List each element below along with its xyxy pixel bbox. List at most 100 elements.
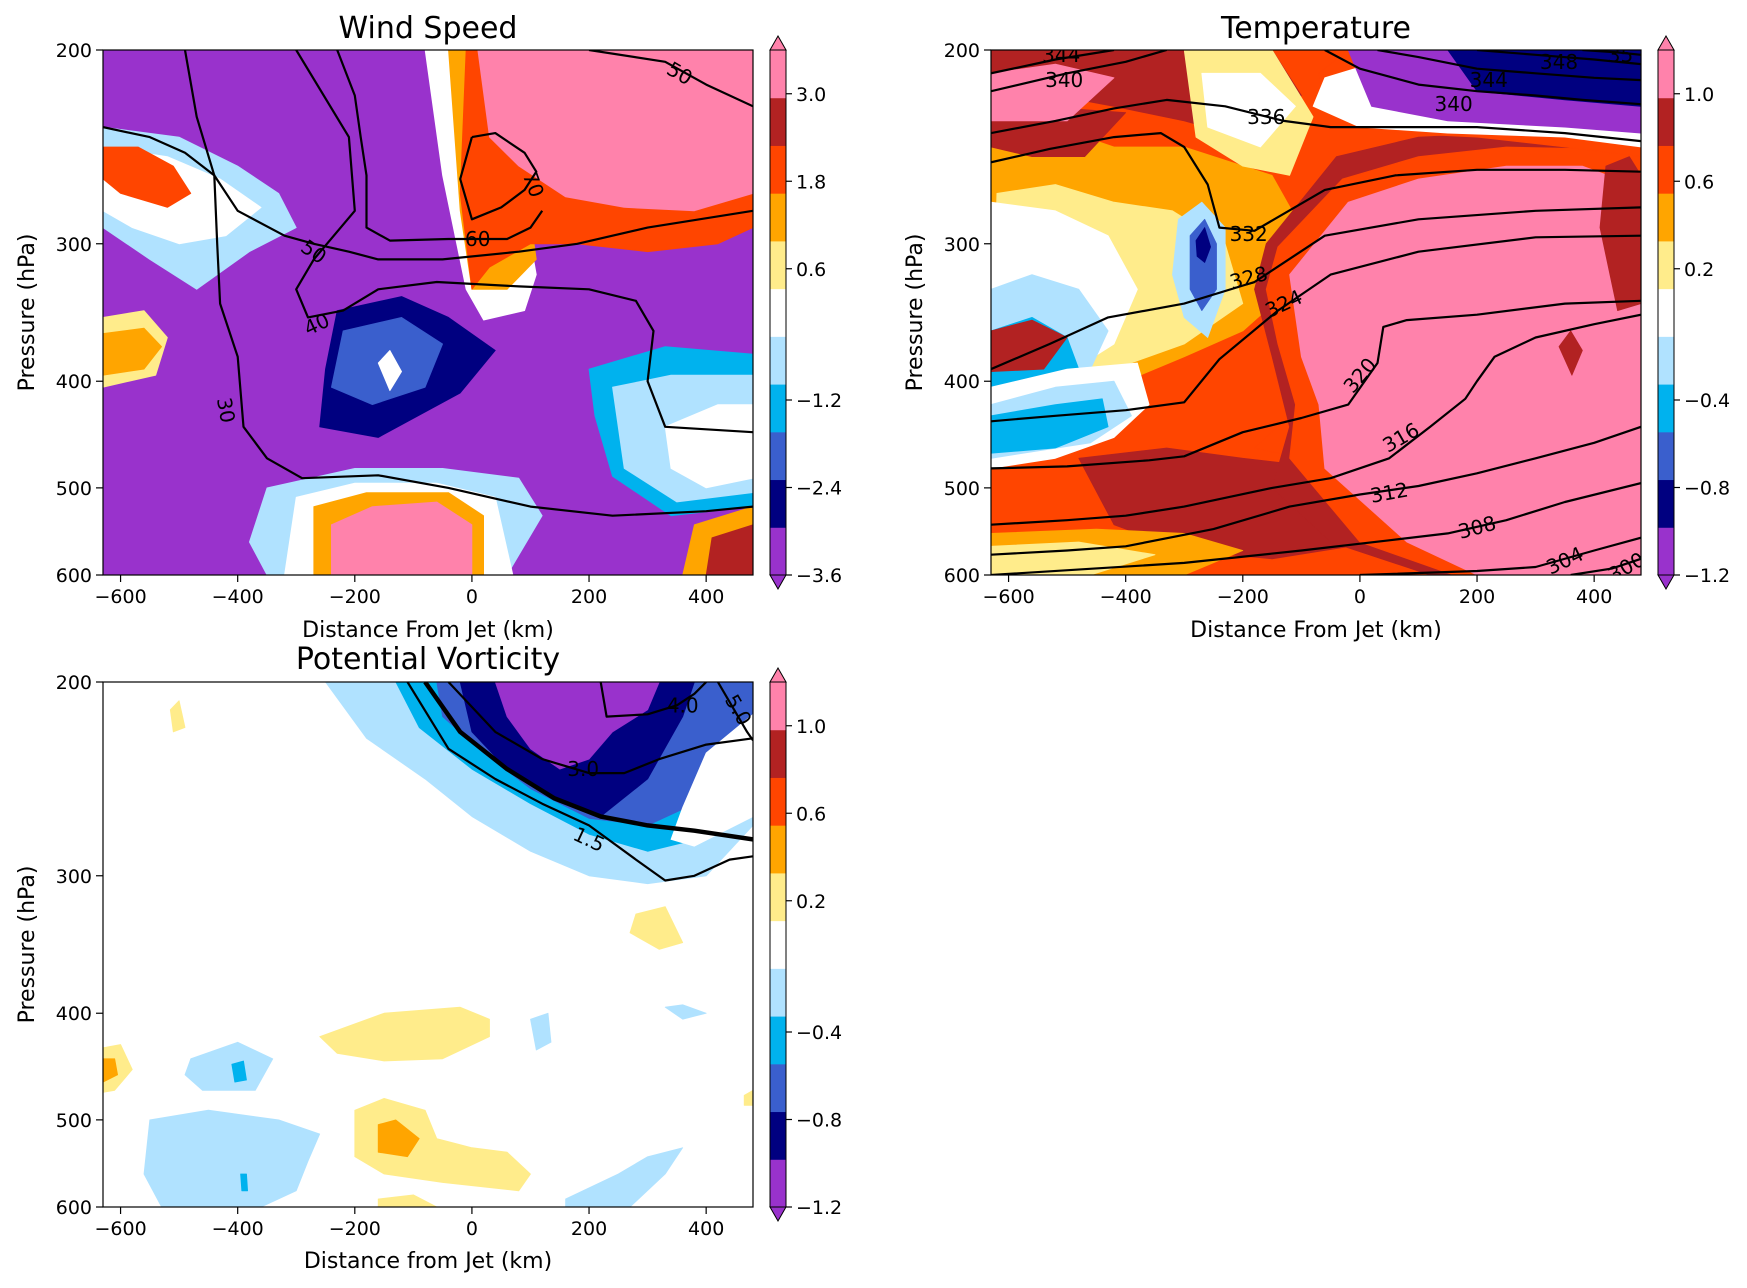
- temp-xtick-label: −400: [1100, 586, 1152, 608]
- wind-contour-line: [183, 50, 753, 517]
- temp-ylabel: Pressure (hPa): [903, 234, 928, 392]
- wind-fill-region: [477, 50, 753, 212]
- pv-colorbar-extend-min: [769, 1206, 787, 1223]
- temp-fill-region: [1201, 72, 1296, 148]
- pv-fill-region: [664, 1004, 707, 1020]
- temp-contour-label: 332: [1230, 222, 1268, 246]
- pv-fill-region: [670, 713, 753, 847]
- temp-contour-label: 336: [1247, 105, 1285, 129]
- wind-ytick-label: 600: [56, 565, 92, 587]
- pv-panel: Potential Vorticity 1.53.04.0 5.0 −600 −40…: [15, 642, 842, 1274]
- pv-title: Potential Vorticity: [296, 642, 560, 677]
- wind-fill-region: [705, 524, 753, 575]
- wind-ylabel: Pressure (hPa): [15, 234, 40, 392]
- pv-colorbar-tick-label: −0.8: [796, 1110, 842, 1132]
- wind-fill-region: [330, 501, 473, 575]
- pv-frame: [102, 681, 754, 1208]
- pv-colorbar-segment: [770, 682, 786, 731]
- temp-colorbar-segment: [1658, 479, 1674, 528]
- temp-frame: [990, 49, 1642, 576]
- pv-xtick-label: −400: [212, 1218, 264, 1240]
- pv-fill-region: [629, 906, 684, 950]
- temp-contour-line: [991, 482, 1641, 575]
- pv-colorbar-segment: [770, 1063, 786, 1113]
- pv-ytick-label: 200: [56, 672, 92, 694]
- pv-colorbar-segment: [770, 777, 786, 826]
- pv-colorbar-segment: [770, 968, 786, 1017]
- temp-contour-line: [1324, 50, 1641, 106]
- temp-contour-line: [991, 98, 1641, 143]
- temp-colorbar-segment: [1658, 527, 1674, 576]
- temp-contour-line: [991, 50, 1168, 93]
- wind-colorbar-tick-label: −3.6: [796, 565, 842, 587]
- temp-contour-line: [1359, 536, 1641, 575]
- temp-colorbar-segment: [1658, 240, 1674, 290]
- temp-colorbar-frame: [1657, 49, 1675, 576]
- wind-xtick-label: −400: [212, 586, 264, 608]
- temp-colorbar-tick-label: −0.4: [1684, 390, 1730, 412]
- temp-colorbar-extend-min: [1657, 574, 1675, 591]
- temp-title: Temperature: [1220, 11, 1411, 46]
- pv-fill-region: [377, 1119, 420, 1158]
- wind-title: Wind Speed: [339, 11, 518, 46]
- temp-contour-line: [991, 50, 1115, 75]
- pv-fill-region: [565, 1147, 684, 1207]
- pv-contour-line: [599, 682, 707, 718]
- temp-fill-region: [1558, 330, 1583, 376]
- temp-xtick-label: 200: [1459, 586, 1495, 608]
- pv-fill-region: [240, 1173, 249, 1192]
- pv-xtick-label: −200: [329, 1218, 381, 1240]
- temp-colorbar-segment: [1658, 384, 1674, 433]
- pv-contour-line: [423, 682, 753, 842]
- pv-ytick-label: 500: [56, 1110, 92, 1132]
- wind-colorbar-tick-label: 1.8: [796, 171, 826, 193]
- wind-ytick-label: 300: [56, 234, 92, 256]
- temp-contour-label: 344: [1470, 68, 1508, 92]
- pv-ytick-label: 400: [56, 1003, 92, 1025]
- pv-fill-region: [184, 1041, 274, 1091]
- pv-contour-line: [716, 682, 753, 742]
- temp-contour-line: [1570, 557, 1641, 575]
- wind-colorbar-segment: [770, 288, 786, 337]
- pv-fill-region: [530, 1012, 552, 1051]
- wind-frame: [102, 49, 754, 576]
- temp-contour-line: [991, 132, 1641, 232]
- pv-colorbar-tick-label: −1.2: [796, 1197, 842, 1219]
- pv-xtick-label: −600: [94, 1218, 146, 1240]
- temp-colorbar-segment: [1658, 336, 1674, 385]
- wind-colorbar-segment: [770, 145, 786, 194]
- temp-colorbar-tick-label: 0.6: [1684, 171, 1714, 193]
- temp-contour-label: 348: [1540, 50, 1578, 74]
- wind-contour-line: [459, 132, 538, 221]
- pv-colorbar: 1.0 0.6 0.2 −0.4 −0.8 −1.2: [769, 666, 842, 1223]
- temp-xtick-label: −200: [1217, 586, 1269, 608]
- wind-colorbar-extend-max: [769, 34, 787, 51]
- wind-colorbar-segment: [770, 97, 786, 146]
- pv-ytick-label: 600: [56, 1197, 92, 1219]
- wind-ytick-label: 500: [56, 478, 92, 500]
- temp-contour-label: 340: [1435, 92, 1473, 116]
- wind-colorbar-tick-label: 0.6: [796, 259, 826, 281]
- temp-xtick-label: −600: [982, 586, 1034, 608]
- pv-contour-line: [447, 682, 753, 775]
- temp-fill-region: [991, 398, 1109, 454]
- pv-fill-region: [103, 1044, 133, 1093]
- pv-colorbar-tick-label: 1.0: [796, 716, 826, 738]
- temp-xtick-label: 0: [1354, 586, 1366, 608]
- temp-colorbar-tick-label: 0.2: [1684, 259, 1714, 281]
- pv-contour-line: [406, 682, 753, 882]
- pv-colorbar-segment: [770, 872, 786, 922]
- pv-colorbar-tick-label: 0.2: [796, 891, 826, 913]
- temp-fill-region: [1599, 156, 1641, 312]
- wind-colorbar-segment: [770, 50, 786, 99]
- temp-colorbar-tick-label: 1.0: [1684, 84, 1714, 106]
- temp-colorbar-tick-label: −1.2: [1684, 565, 1730, 587]
- wind-colorbar-tick-label: 3.0: [796, 84, 826, 106]
- temp-ytick-label: 500: [944, 478, 980, 500]
- temp-ytick-label: 400: [944, 371, 980, 393]
- temp-colorbar-segment: [1658, 97, 1674, 146]
- wind-fill-region: [103, 146, 192, 208]
- pv-fill-region: [494, 682, 660, 770]
- wind-axes: −600 −400 −200 0 200 400 200 300 400 500 600: [56, 40, 725, 608]
